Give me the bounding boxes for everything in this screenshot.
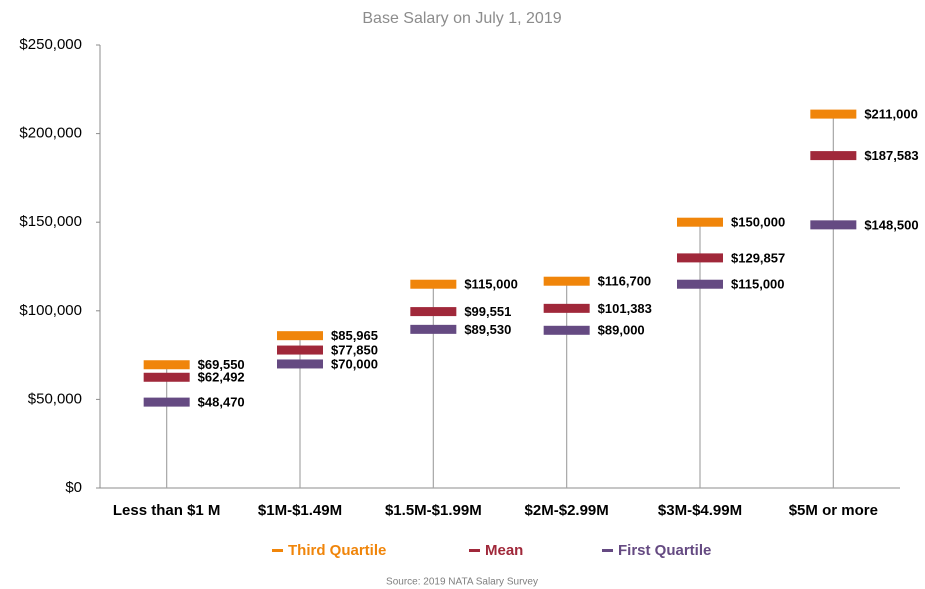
data-label: $48,470 bbox=[198, 395, 245, 410]
marker bbox=[810, 220, 857, 230]
marker bbox=[410, 307, 457, 317]
data-label: $129,857 bbox=[731, 250, 785, 265]
data-label: $187,583 bbox=[864, 148, 918, 163]
data-label: $70,000 bbox=[331, 356, 378, 371]
legend-swatch bbox=[272, 549, 283, 552]
legend-label: First Quartile bbox=[618, 542, 711, 559]
legend-label: Third Quartile bbox=[288, 542, 386, 559]
data-label: $89,530 bbox=[464, 322, 511, 337]
marker bbox=[143, 372, 190, 382]
data-label: $116,700 bbox=[598, 274, 652, 289]
marker bbox=[143, 397, 190, 407]
data-label: $115,000 bbox=[464, 277, 518, 292]
marker bbox=[810, 151, 857, 161]
data-label: $77,850 bbox=[331, 342, 378, 357]
marker bbox=[410, 324, 457, 334]
data-label: $99,551 bbox=[464, 304, 511, 319]
marker bbox=[810, 109, 857, 119]
marker bbox=[677, 217, 723, 227]
y-tick-label: $150,000 bbox=[19, 213, 82, 230]
legend-label: Mean bbox=[485, 542, 523, 559]
marker bbox=[543, 276, 590, 286]
x-tick-label: $3M-$4.99M bbox=[658, 502, 742, 519]
y-tick-label: $100,000 bbox=[19, 302, 82, 319]
x-tick-label: $1.5M-$1.99M bbox=[385, 502, 482, 519]
data-label: $150,000 bbox=[731, 215, 785, 230]
data-label: $211,000 bbox=[864, 107, 918, 122]
marker bbox=[277, 345, 323, 355]
marker bbox=[543, 303, 590, 313]
x-tick-label: Less than $1 M bbox=[113, 502, 221, 519]
marker bbox=[543, 325, 590, 335]
x-tick-label: $1M-$1.49M bbox=[258, 502, 342, 519]
chart-title: Base Salary on July 1, 2019 bbox=[362, 10, 561, 27]
marker bbox=[143, 360, 190, 370]
x-tick-label: $2M-$2.99M bbox=[525, 502, 609, 519]
y-tick-label: $0 bbox=[65, 479, 82, 496]
data-label: $85,965 bbox=[331, 328, 378, 343]
x-tick-label: $5M or more bbox=[789, 502, 878, 519]
data-label: $148,500 bbox=[864, 217, 918, 232]
y-tick-label: $250,000 bbox=[19, 36, 82, 53]
legend-swatch bbox=[602, 549, 613, 552]
marker bbox=[677, 279, 723, 289]
marker bbox=[277, 359, 323, 369]
marker bbox=[677, 253, 723, 263]
source-note: Source: 2019 NATA Salary Survey bbox=[386, 577, 538, 588]
marker bbox=[277, 331, 323, 341]
y-tick-label: $200,000 bbox=[19, 125, 82, 142]
data-label: $62,492 bbox=[198, 370, 245, 385]
data-label: $115,000 bbox=[731, 277, 785, 292]
data-label: $101,383 bbox=[598, 301, 652, 316]
legend-swatch bbox=[469, 549, 480, 552]
marker bbox=[410, 279, 457, 289]
data-label: $89,000 bbox=[598, 323, 645, 338]
data-label: $69,550 bbox=[198, 357, 245, 372]
y-tick-label: $50,000 bbox=[28, 390, 82, 407]
